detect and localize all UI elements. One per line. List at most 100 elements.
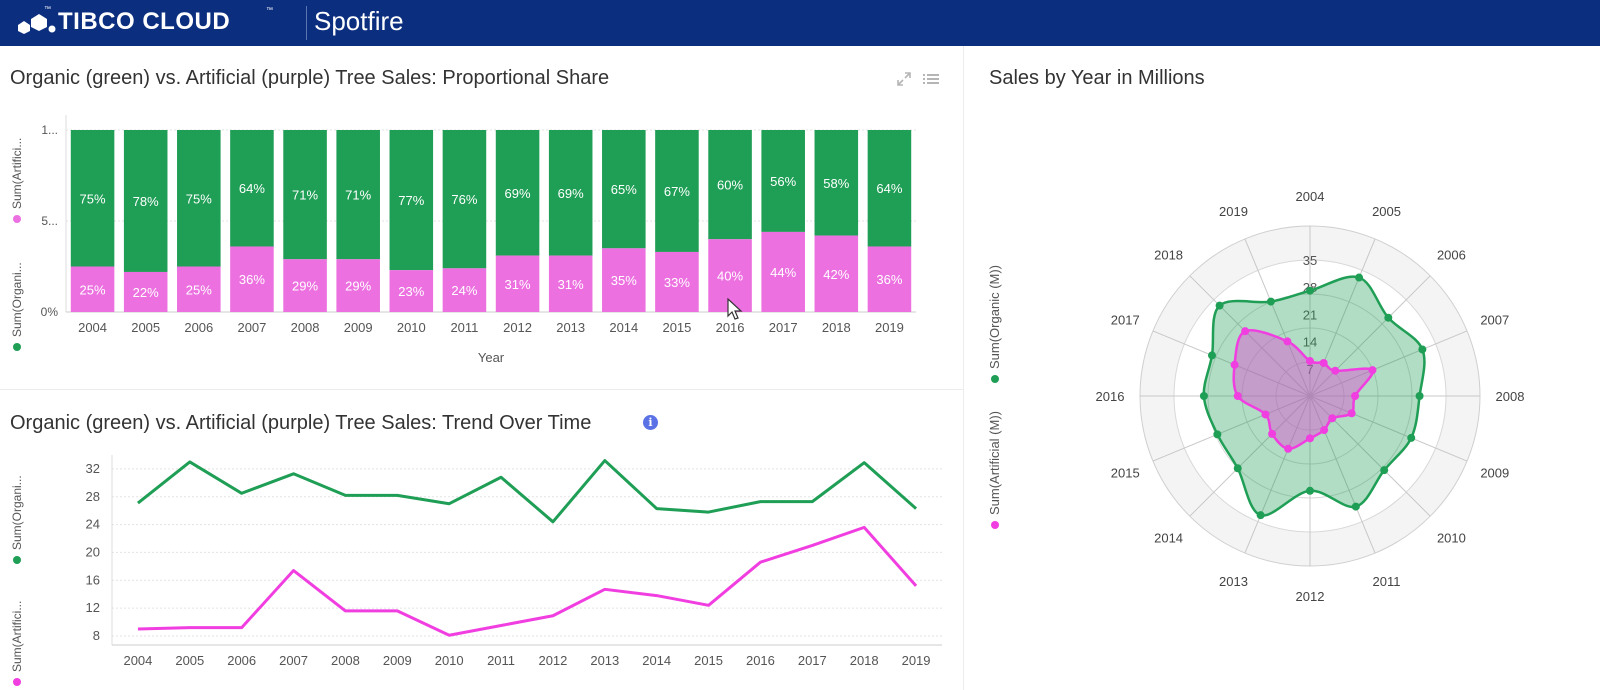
bar-data-label: 75% [186, 191, 212, 206]
radar-tick-label: 21 [1303, 307, 1317, 322]
radar-category-label: 2004 [1296, 189, 1325, 204]
radar-category-label: 2019 [1219, 204, 1248, 219]
bar-data-label: 35% [611, 273, 637, 288]
y-axis-legend: Sum(Artifici... [10, 601, 24, 686]
bar-artificial [655, 251, 699, 312]
mouse-cursor-icon [727, 298, 743, 320]
radar-point-organic [1199, 392, 1208, 400]
radar-point-organic [1256, 511, 1265, 520]
bar-artificial [283, 259, 327, 312]
radar-point-artificial [1306, 357, 1314, 366]
bar-organic [761, 130, 805, 232]
bar-organic [655, 130, 699, 252]
bar-artificial [495, 255, 540, 312]
bar-organic [230, 130, 274, 247]
bar-data-label: 33% [664, 275, 690, 290]
radar-point-organic [1207, 351, 1216, 360]
radar-spoke [1189, 395, 1311, 517]
radar-point-organic [1213, 430, 1222, 439]
x-tick-label: 2011 [487, 653, 515, 668]
bar-artificial [602, 248, 646, 312]
legend-dot-organic [13, 556, 21, 564]
bar-data-label: 25% [186, 282, 212, 297]
radar-point-organic [1407, 433, 1416, 442]
bar-data-label: 78% [133, 194, 159, 209]
bar-data-label: 71% [292, 188, 318, 203]
expand-icon[interactable] [896, 71, 912, 87]
legend-label-organic: Sum(Organic (M)) [987, 265, 1002, 369]
radar-point-artificial [1331, 366, 1340, 375]
radar-category-label: 2006 [1437, 248, 1466, 263]
brand-name[interactable]: TIBCO CLOUD [58, 8, 231, 35]
radar-point-organic [1233, 464, 1242, 473]
radar-tick-label: 14 [1303, 335, 1317, 350]
x-tick-label: 2005 [175, 653, 204, 668]
top-bar: ™ TIBCO CLOUD ™ Spotfire [0, 0, 1600, 46]
radar-point-organic [1355, 273, 1364, 282]
bar-data-label: 25% [80, 282, 106, 297]
bar-artificial [336, 259, 380, 312]
y-tick-label: 0% [41, 305, 59, 319]
radar-point-artificial [1284, 444, 1293, 453]
x-tick-label: 2008 [291, 320, 320, 335]
bar-data-label: 75% [80, 191, 106, 206]
bar-organic [814, 130, 859, 236]
bar-data-label: 77% [398, 193, 424, 208]
radar-legend: Sum(Artificial (M)) [987, 411, 1002, 529]
radar-spoke [1309, 238, 1376, 397]
radar-point-organic [1306, 286, 1314, 295]
bar-artificial [548, 255, 593, 312]
bar-data-label: 40% [717, 269, 743, 284]
bar-artificial [230, 246, 274, 312]
bar-organic [495, 130, 540, 256]
bar-organic [70, 130, 115, 267]
bar-data-label: 22% [133, 285, 159, 300]
radar-category-label: 2013 [1219, 574, 1248, 589]
radar-category-label: 2007 [1480, 312, 1509, 327]
y-axis-label-artificial: Sum(Artifici... [10, 601, 24, 672]
radar-spoke [1309, 395, 1468, 462]
info-icon[interactable]: i [643, 415, 658, 430]
y-axis-legend: Sum(Organi... [10, 475, 24, 564]
trademark-mark: ™ [44, 6, 51, 13]
menu-icon[interactable] [922, 71, 940, 87]
bar-organic [336, 130, 380, 260]
radar-point-artificial [1306, 434, 1314, 443]
radar-spoke [1244, 395, 1311, 554]
y-axis-legend: Sum(Organi... Sum(Artifici... [10, 138, 24, 351]
bar-artificial [123, 271, 168, 312]
y-tick-label: 12 [86, 600, 100, 615]
y-tick-label: 32 [86, 461, 100, 476]
bar-data-label: 36% [876, 272, 902, 287]
bar-organic [602, 130, 646, 249]
bar-data-label: 64% [876, 181, 902, 196]
radar-chart: 2004 2005 2006 2007 2008 2009 2010 2011 2012 2013… [987, 189, 1524, 604]
x-tick-label: 2010 [435, 653, 464, 668]
radar-category-label: 2016 [1096, 389, 1125, 404]
x-tick-label: 2015 [694, 653, 723, 668]
bar-data-label: 44% [770, 265, 796, 280]
radar-point-organic [1215, 301, 1224, 310]
radar-point-organic [1418, 345, 1427, 354]
x-tick-label: 2007 [279, 653, 308, 668]
y-tick-label: 16 [86, 572, 100, 587]
bar-data-label: 24% [451, 283, 477, 298]
radar-category-label: 2010 [1437, 530, 1466, 545]
x-tick-label: 2017 [798, 653, 827, 668]
x-tick-label: 2015 [662, 320, 691, 335]
product-name[interactable]: Spotfire [314, 6, 404, 36]
radar-category-label: 2011 [1373, 574, 1401, 589]
radar-point-artificial [1328, 414, 1337, 423]
radar-tick-label: 7 [1306, 362, 1313, 377]
panel-divider-horizontal [0, 389, 963, 390]
radar-point-organic [1380, 466, 1389, 475]
bar-data-label: 65% [611, 182, 637, 197]
y-tick-label: 1... [41, 123, 58, 137]
bar-data-label: 69% [505, 186, 531, 201]
bar-artificial [708, 239, 752, 312]
bar-artificial [442, 268, 487, 312]
tibco-logo-icon [18, 14, 56, 34]
radar-point-artificial [1241, 327, 1250, 336]
radar-tick-label: 35 [1303, 253, 1317, 268]
